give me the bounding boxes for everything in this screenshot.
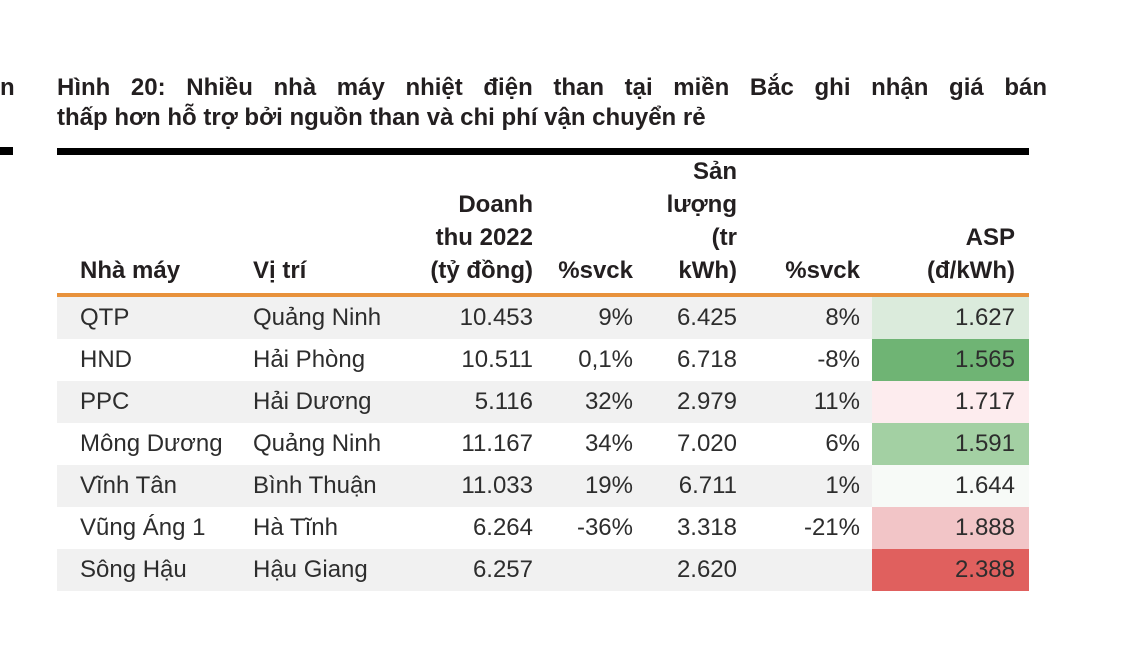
table-row: Vĩnh Tân Bình Thuận 11.033 19% 6.711 1% … (57, 465, 1029, 507)
cell-output: 6.718 (676, 346, 737, 373)
cell-output-yoy: 1% (825, 472, 860, 499)
cell-location: Quảng Ninh (253, 304, 382, 331)
cell-output: 7.020 (676, 430, 737, 457)
cell-revenue-yoy: 9% (598, 304, 633, 331)
cell-asp: 1.627 (872, 295, 1029, 339)
cell-asp: 1.591 (872, 423, 1029, 465)
figure-title: Hình 20: Nhiều nhà máy nhiệt điện than t… (57, 73, 1047, 133)
cell-asp: 1.644 (872, 465, 1029, 507)
power-plants-table: Nhà máy Vị trí Doanh thu 2022 (tỷ đồng) … (57, 148, 1029, 591)
cell-location: Hải Phòng (253, 346, 366, 373)
cell-output: 3.318 (676, 514, 737, 541)
cell-output-yoy: -21% (803, 514, 860, 541)
cell-plant: Sông Hậu (80, 556, 187, 583)
cell-revenue: 10.453 (459, 304, 533, 331)
cell-revenue-yoy: 32% (584, 388, 633, 415)
cell-revenue: 11.167 (461, 430, 533, 457)
cell-asp: 2.388 (872, 549, 1029, 591)
table-row: Vũng Áng 1 Hà Tĩnh 6.264 -36% 3.318 -21%… (57, 507, 1029, 549)
table-row: Sông Hậu Hậu Giang 6.257 2.620 2.388 (57, 549, 1029, 591)
cell-location: Hậu Giang (253, 556, 368, 583)
cell-location: Bình Thuận (253, 472, 377, 499)
figure-title-line-1: Hình 20: Nhiều nhà máy nhiệt điện than t… (57, 74, 1047, 101)
header-plant: Nhà máy (57, 151, 250, 297)
cell-output-yoy: 8% (825, 304, 860, 331)
cell-revenue-yoy (545, 549, 645, 591)
cell-plant: Mông Dương (80, 430, 223, 457)
cell-plant: Vũng Áng 1 (80, 514, 206, 541)
table-header-row: Nhà máy Vị trí Doanh thu 2022 (tỷ đồng) … (57, 151, 1029, 297)
header-location: Vị trí (250, 151, 405, 297)
cell-revenue-yoy: 34% (584, 430, 633, 457)
cell-output: 2.979 (676, 388, 737, 415)
cell-location: Quảng Ninh (253, 430, 382, 457)
cell-plant: QTP (80, 304, 130, 331)
figure-title-line-2: thấp hơn hỗ trợ bởi nguồn than và chi ph… (57, 104, 706, 131)
cell-revenue-yoy: -36% (576, 514, 633, 541)
header-output: Sản lượng (tr kWh) (645, 151, 749, 297)
cell-output: 2.620 (676, 556, 737, 583)
cell-output-yoy: 11% (813, 388, 860, 415)
table-row: Mông Dương Quảng Ninh 11.167 34% 7.020 6… (57, 423, 1029, 465)
cell-revenue: 6.257 (472, 556, 533, 583)
header-revenue-yoy: %svck (545, 151, 645, 297)
cropped-neighbor-text-fragment: n (0, 74, 15, 101)
cell-output-yoy: -8% (817, 346, 860, 373)
header-output-yoy: %svck (749, 151, 872, 297)
cell-plant: PPC (80, 388, 130, 415)
cell-revenue: 11.033 (461, 472, 533, 499)
cell-revenue: 6.264 (472, 514, 533, 541)
cell-asp: 1.565 (872, 339, 1029, 381)
figure-table-container: Nhà máy Vị trí Doanh thu 2022 (tỷ đồng) … (57, 148, 1029, 591)
table-row: HND Hải Phòng 10.511 0,1% 6.718 -8% 1.56… (57, 339, 1029, 381)
cell-revenue-yoy: 0,1% (578, 346, 633, 373)
cell-revenue: 10.511 (461, 346, 533, 373)
cell-plant: Vĩnh Tân (80, 472, 177, 499)
cell-output: 6.711 (678, 472, 737, 499)
cell-asp: 1.717 (872, 381, 1029, 423)
cell-output: 6.425 (676, 304, 737, 331)
cell-asp: 1.888 (872, 507, 1029, 549)
cropped-neighbor-rule-fragment (0, 147, 13, 155)
cell-revenue-yoy: 19% (584, 472, 633, 499)
table-row: PPC Hải Dương 5.116 32% 2.979 11% 1.717 (57, 381, 1029, 423)
table-row: QTP Quảng Ninh 10.453 9% 6.425 8% 1.627 (57, 295, 1029, 339)
cell-output-yoy (749, 549, 872, 591)
cell-output-yoy: 6% (825, 430, 860, 457)
header-asp: ASP (đ/kWh) (872, 151, 1029, 297)
header-revenue-2022: Doanh thu 2022 (tỷ đồng) (405, 151, 545, 297)
cell-revenue: 5.116 (474, 388, 533, 415)
cell-location: Hải Dương (253, 388, 372, 415)
cell-location: Hà Tĩnh (253, 514, 338, 541)
cell-plant: HND (80, 346, 132, 373)
